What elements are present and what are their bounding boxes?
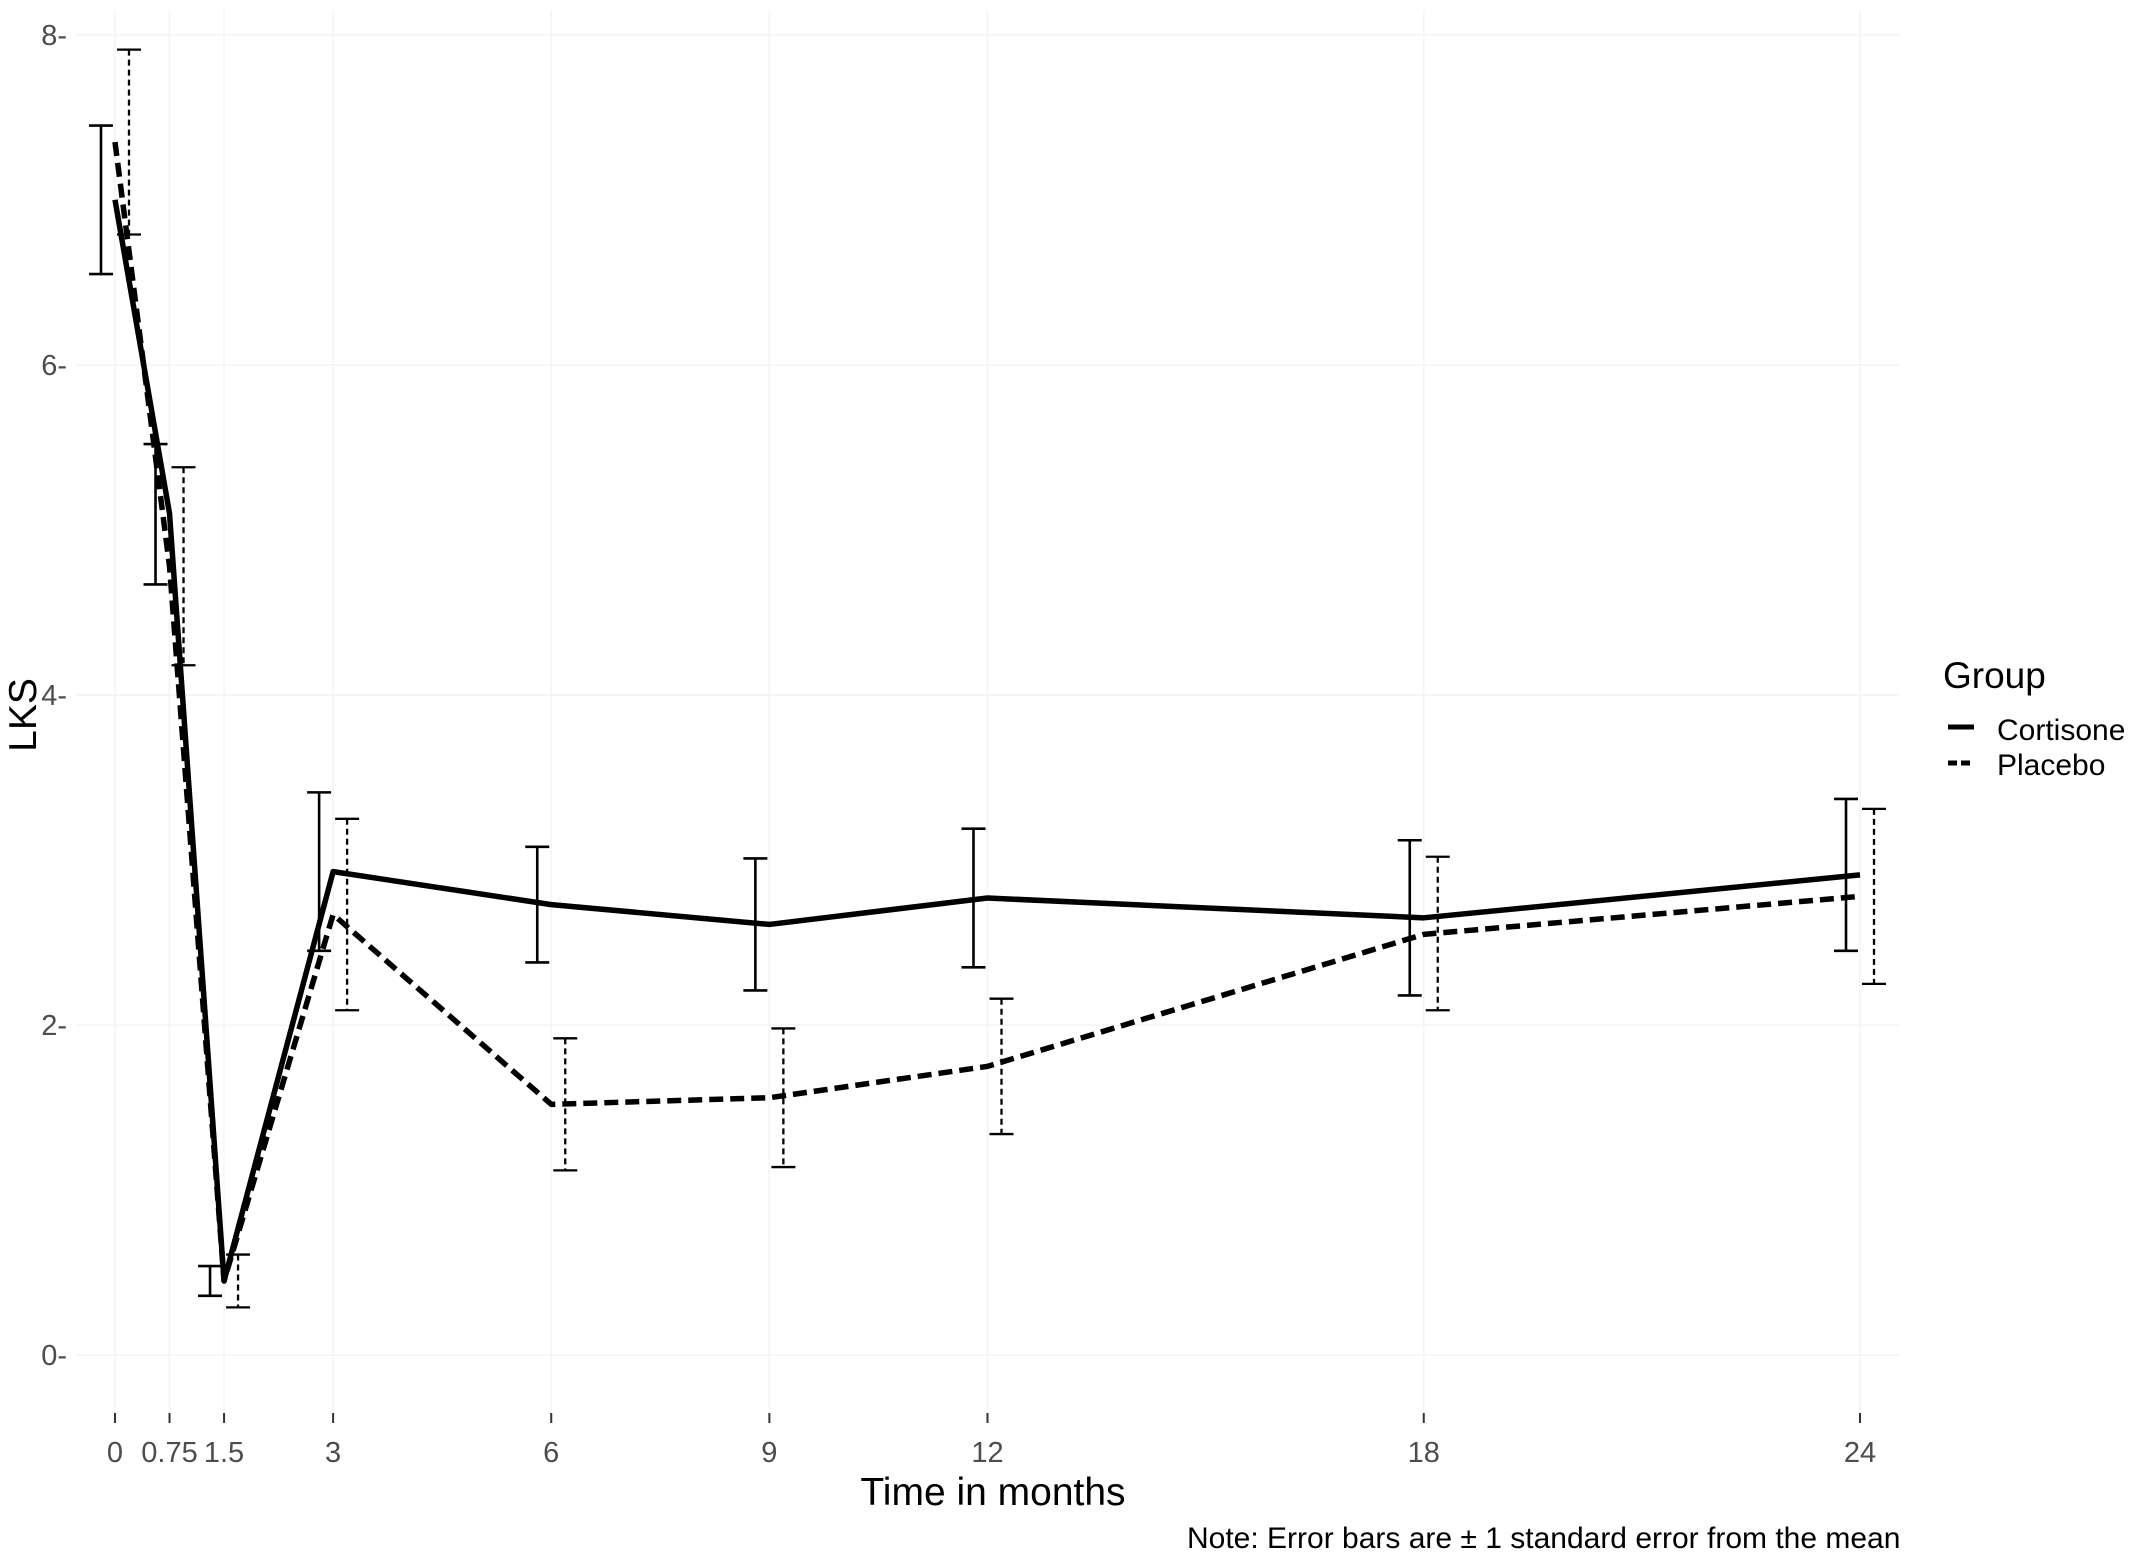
- y-tick-label-8: 8-: [41, 20, 67, 52]
- legend-label-placebo: Placebo: [1997, 749, 2105, 782]
- series-placebo: [112, 48, 1887, 1309]
- series-layer: [88, 48, 1887, 1309]
- legend-title: Group: [1943, 655, 2046, 696]
- y-tick-label-4: 4-: [41, 680, 67, 712]
- x-axis-title: Time in months: [860, 1471, 1125, 1514]
- x-tick-label-18: 18: [1408, 1437, 1440, 1469]
- error-bar-cortisone-1-5: [198, 1264, 223, 1298]
- y-axis-title: LKS: [2, 678, 45, 752]
- error-bar-placebo-3: [335, 817, 360, 1012]
- legend-label-cortisone: Cortisone: [1997, 714, 2125, 747]
- error-bar-placebo-18: [1425, 855, 1450, 1012]
- line-placebo: [112, 141, 1861, 1284]
- error-bar-placebo-12: [989, 997, 1014, 1136]
- error-bar-placebo-1-5: [226, 1253, 251, 1309]
- error-bar-cortisone-0: [88, 124, 113, 276]
- legend: Group Cortisone Placebo: [1943, 655, 2125, 782]
- y-axis-ticks: 0- 2- 4- 6- 8-: [41, 20, 67, 1372]
- x-axis-ticks: 0 0.75 1.5 3 6 9 12 18 24: [107, 1413, 1876, 1469]
- x-tick-label-9: 9: [761, 1437, 777, 1469]
- x-tick-label-3: 3: [325, 1437, 341, 1469]
- x-tick-label-0: 0: [107, 1437, 123, 1469]
- y-tick-label-0: 0-: [41, 1340, 67, 1372]
- x-tick-label-24: 24: [1844, 1437, 1876, 1469]
- x-tick-label-1-5: 1.5: [204, 1437, 244, 1469]
- y-tick-label-2: 2-: [41, 1010, 67, 1042]
- grid-lines: [75, 10, 1900, 1413]
- error-bar-placebo-9: [771, 1027, 796, 1169]
- x-tick-label-0-75: 0.75: [141, 1437, 197, 1469]
- x-tick-label-6: 6: [543, 1437, 559, 1469]
- error-bar-placebo-24: [1862, 807, 1887, 985]
- footnote: Note: Error bars are ± 1 standard error …: [1187, 1522, 1900, 1555]
- x-tick-label-12: 12: [971, 1437, 1003, 1469]
- y-tick-label-6: 6-: [41, 350, 67, 382]
- error-bar-placebo-6: [553, 1037, 578, 1172]
